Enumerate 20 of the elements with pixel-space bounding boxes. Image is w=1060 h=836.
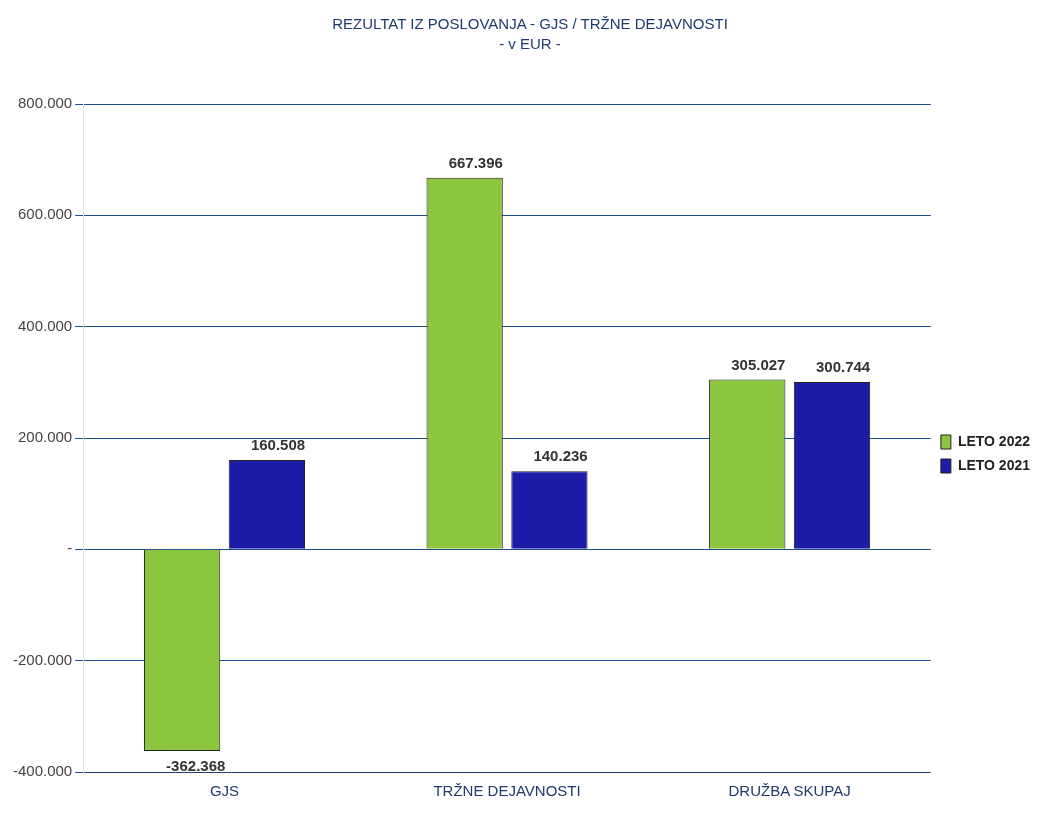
x-tick-label: GJS bbox=[209, 782, 240, 800]
y-tick-label: -400.000 bbox=[13, 762, 73, 780]
data-label: 667.396 bbox=[448, 153, 503, 171]
legend-label: LETO 2021 bbox=[957, 456, 1031, 473]
y-tick-label: -200.000 bbox=[13, 650, 73, 668]
legend-label: LETO 2022 bbox=[957, 432, 1031, 449]
x-tick-label: DRUŽBA SKUPAJ bbox=[728, 782, 851, 800]
chart-subtitle: - v EUR - bbox=[498, 34, 562, 54]
y-tick-label: - bbox=[67, 539, 73, 557]
x-tick-label: TRŽNE DEJAVNOSTI bbox=[433, 782, 581, 800]
data-label: 300.744 bbox=[815, 358, 871, 376]
data-label: -362.368 bbox=[166, 757, 226, 775]
y-tick-label: 800.000 bbox=[17, 94, 73, 112]
data-label: 305.027 bbox=[731, 355, 786, 373]
y-tick-label: 600.000 bbox=[17, 205, 73, 223]
y-tick-label: 200.000 bbox=[17, 428, 73, 446]
chart-title: REZULTAT IZ POSLOVANJA - GJS / TRŽNE DEJAVNOSTI bbox=[331, 14, 729, 34]
data-label: 140.236 bbox=[533, 447, 588, 465]
data-label: 160.508 bbox=[250, 436, 306, 454]
y-tick-label: 400.000 bbox=[17, 316, 73, 334]
